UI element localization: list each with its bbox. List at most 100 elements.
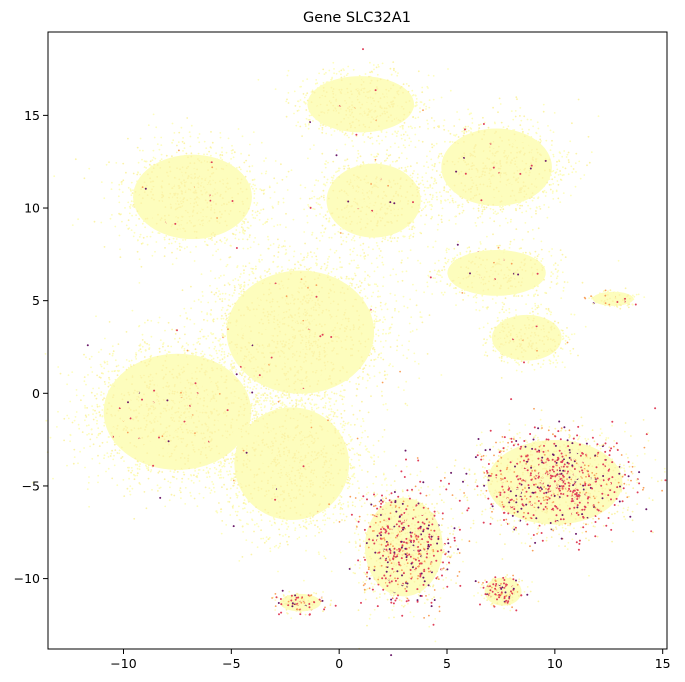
data-point <box>176 207 179 210</box>
data-point <box>467 178 469 180</box>
data-point <box>387 184 389 187</box>
data-point <box>311 89 314 92</box>
data-point <box>322 189 325 192</box>
data-point <box>479 201 482 203</box>
data-point <box>489 185 491 188</box>
data-point <box>119 256 122 259</box>
data-point <box>515 182 518 185</box>
data-point <box>548 158 551 161</box>
data-point <box>474 145 476 148</box>
data-point <box>320 111 323 113</box>
data-point <box>304 123 307 126</box>
data-point <box>182 187 184 189</box>
data-point <box>315 79 318 81</box>
data-point <box>524 192 527 195</box>
data-point <box>447 171 450 174</box>
data-point <box>235 192 238 195</box>
data-point <box>486 188 488 191</box>
data-point <box>109 217 112 220</box>
data-point <box>349 83 352 85</box>
data-point <box>354 224 357 226</box>
data-point <box>372 189 375 191</box>
data-point <box>285 115 288 118</box>
data-point <box>478 155 481 158</box>
data-point <box>219 193 222 196</box>
data-point <box>425 105 428 108</box>
data-point <box>306 92 309 95</box>
data-point <box>390 190 393 193</box>
data-point <box>173 132 176 134</box>
data-point <box>376 200 378 203</box>
data-point <box>482 175 484 178</box>
data-point <box>441 207 444 210</box>
data-point <box>517 181 519 184</box>
data-point <box>241 200 244 203</box>
data-point <box>393 202 396 205</box>
data-point <box>429 186 432 188</box>
data-point <box>493 154 496 157</box>
data-point <box>262 208 265 211</box>
data-point <box>538 180 541 183</box>
data-point <box>189 207 192 209</box>
data-point <box>355 133 358 136</box>
data-point <box>210 201 213 204</box>
data-point <box>543 185 545 188</box>
data-point <box>142 236 145 239</box>
data-point <box>435 170 438 172</box>
data-point <box>458 157 460 160</box>
data-point <box>456 180 459 183</box>
data-point <box>539 141 542 144</box>
data-point <box>406 257 409 259</box>
data-point <box>181 236 183 238</box>
data-point <box>212 222 215 225</box>
data-point <box>497 111 499 114</box>
data-point <box>262 189 265 192</box>
data-point <box>347 65 350 68</box>
data-point <box>383 172 386 175</box>
data-point <box>500 165 502 168</box>
data-point <box>229 218 232 220</box>
data-point <box>521 187 523 189</box>
data-point <box>485 206 488 209</box>
data-point <box>320 84 322 87</box>
data-point <box>319 113 321 116</box>
data-point <box>241 193 244 196</box>
data-point <box>532 156 534 159</box>
data-point <box>500 200 503 203</box>
data-point <box>496 183 498 186</box>
data-point <box>539 135 542 138</box>
data-point <box>358 93 361 96</box>
data-point <box>408 235 411 238</box>
data-point <box>199 222 202 225</box>
data-point <box>363 207 365 210</box>
data-point <box>190 213 193 216</box>
data-point <box>231 204 234 207</box>
data-point <box>375 234 378 236</box>
data-point <box>148 195 151 197</box>
data-point <box>370 206 373 209</box>
data-point <box>374 201 377 204</box>
data-point <box>393 226 395 228</box>
data-point <box>350 220 353 223</box>
data-point <box>346 170 348 173</box>
data-point <box>382 237 384 240</box>
data-point <box>523 138 526 141</box>
data-point <box>368 111 370 113</box>
data-point <box>485 150 488 152</box>
data-point <box>405 179 408 182</box>
data-point <box>239 168 242 171</box>
data-point <box>509 161 512 164</box>
data-point <box>545 139 548 142</box>
data-point <box>474 191 477 194</box>
data-point <box>236 201 238 203</box>
data-point <box>186 213 189 215</box>
data-point <box>226 180 229 183</box>
data-point <box>389 235 392 237</box>
data-point <box>334 190 337 193</box>
data-point <box>376 178 379 180</box>
data-point <box>495 133 497 136</box>
data-point <box>514 163 516 166</box>
data-point <box>373 193 376 196</box>
data-point <box>202 230 205 233</box>
data-point <box>348 78 350 80</box>
